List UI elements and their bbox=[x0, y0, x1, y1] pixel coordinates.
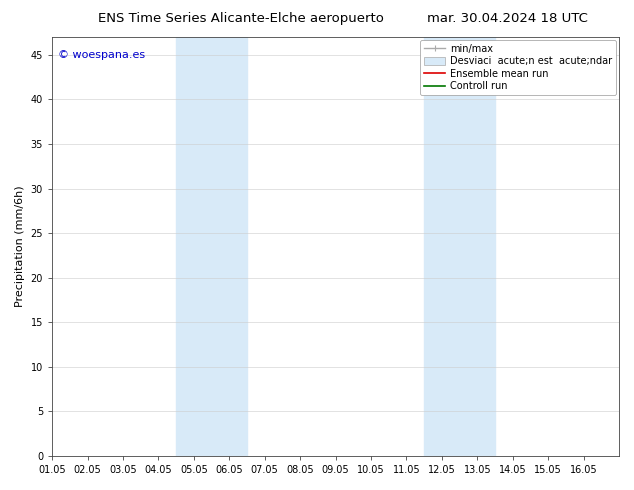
Legend: min/max, Desviaci  acute;n est  acute;ndar, Ensemble mean run, Controll run: min/max, Desviaci acute;n est acute;ndar… bbox=[420, 40, 616, 95]
Y-axis label: Precipitation (mm/6h): Precipitation (mm/6h) bbox=[15, 186, 25, 307]
Text: mar. 30.04.2024 18 UTC: mar. 30.04.2024 18 UTC bbox=[427, 12, 588, 25]
Bar bbox=[424, 37, 495, 456]
Text: ENS Time Series Alicante-Elche aeropuerto: ENS Time Series Alicante-Elche aeropuert… bbox=[98, 12, 384, 25]
Bar bbox=[176, 37, 247, 456]
Text: © woespana.es: © woespana.es bbox=[58, 49, 145, 60]
